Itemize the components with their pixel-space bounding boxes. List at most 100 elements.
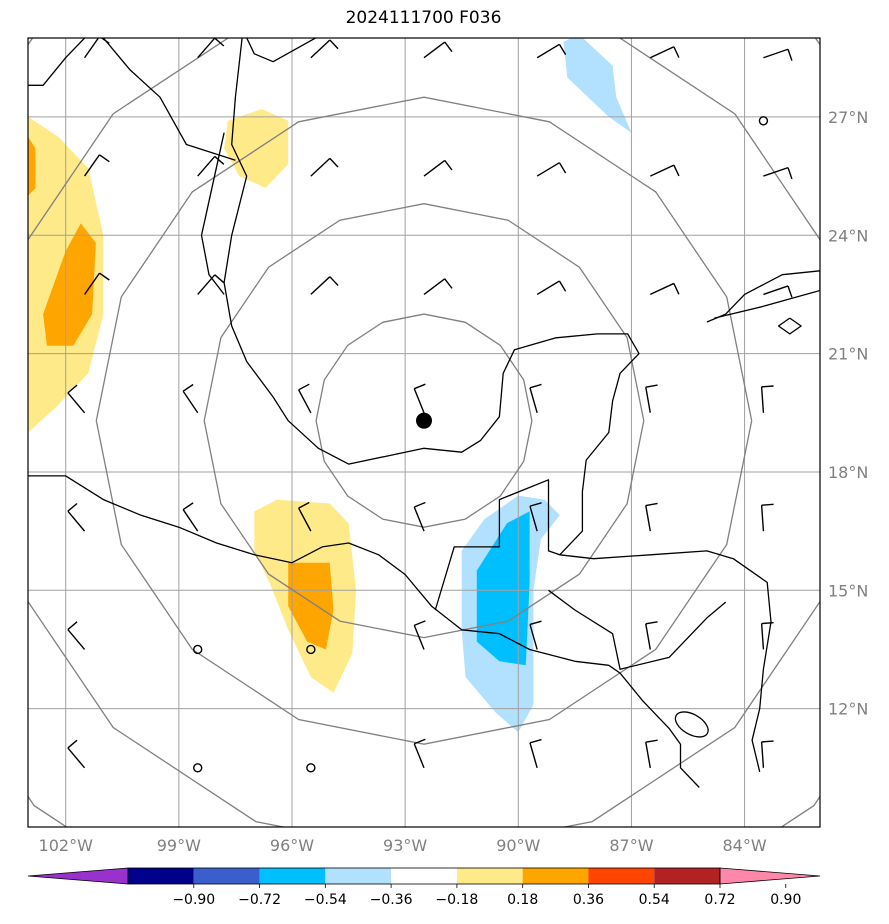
- wind-barb-staff: [645, 742, 651, 768]
- honduras-border: [548, 589, 727, 670]
- mexico-gulf-coast: [223, 38, 640, 465]
- wind-barb-flag: [529, 620, 542, 626]
- storm-center-marker: [416, 412, 432, 429]
- wind-barb-staff: [760, 386, 765, 413]
- colorbar-segment: [456, 868, 523, 884]
- colorbar-segment: [128, 868, 194, 884]
- lon-tick-label: 90°W: [496, 836, 540, 855]
- map-frame: [27, 37, 821, 828]
- shaded-field: [28, 38, 632, 733]
- colorbar-label: 0.54: [639, 892, 670, 908]
- wind-barb-staff: [197, 274, 216, 295]
- wind-barb-staff: [413, 388, 425, 414]
- coastlines: [28, 38, 820, 788]
- wind-barb-staff: [529, 742, 538, 769]
- wind-barb-flag: [444, 278, 453, 289]
- colorbar-outline: [127, 867, 721, 885]
- lat-tick-label: 21°N: [828, 345, 868, 364]
- lon-tick-label: 87°W: [609, 836, 653, 855]
- wind-barb-flag: [444, 160, 453, 171]
- wind-barb-staff: [536, 280, 560, 296]
- positive-area-north: [224, 109, 289, 188]
- pacific-coast: [28, 475, 700, 788]
- wind-barb-staff: [649, 46, 675, 59]
- wind-barb-staff: [83, 272, 101, 295]
- wind-barb-staff: [763, 285, 789, 296]
- wind-barb-flag: [298, 501, 310, 509]
- wind-barb-flag: [214, 38, 225, 47]
- wind-barb-flag: [413, 620, 426, 627]
- cuba-coast: [706, 270, 820, 323]
- colorbar-label: 0.18: [507, 892, 538, 908]
- lat-tick-label: 18°N: [828, 463, 868, 482]
- wind-barb-flag: [761, 385, 774, 388]
- wind-barb-staff: [298, 507, 312, 532]
- mexico-us-border: [102, 38, 236, 161]
- wind-barb-flag: [645, 621, 658, 625]
- wind-barb-flag: [787, 285, 793, 298]
- wind-barb-flag: [100, 38, 110, 44]
- wind-barb-staff: [763, 48, 789, 59]
- colorbar-segment: [588, 868, 655, 884]
- lon-tick-label: 84°W: [722, 836, 766, 855]
- lat-tick-label: 12°N: [828, 700, 868, 719]
- wind-barb-flag: [558, 162, 567, 174]
- wind-barb-flag: [787, 49, 793, 61]
- wind-barb-staff: [529, 624, 538, 650]
- calm-wind-circle: [193, 644, 203, 655]
- calm-wind-circle: [193, 763, 203, 773]
- wind-barb-flag: [645, 502, 658, 507]
- wind-barb-flag: [558, 43, 567, 55]
- latitude-tick-labels: 27°N 24°N 21°N 18°N 15°N 12°N: [828, 108, 868, 719]
- wind-barb-flag: [67, 384, 78, 394]
- wind-barb-flag: [329, 39, 339, 50]
- colorbar-segment: [654, 868, 720, 884]
- colorbar-max-extend: [719, 867, 821, 885]
- baja-coast: [28, 38, 86, 86]
- wind-barb-staff: [83, 38, 100, 59]
- wind-barb-flag: [529, 502, 542, 507]
- belize-honduras-coast: [559, 460, 772, 772]
- range-ring: [28, 38, 820, 827]
- guatemala-border: [434, 479, 561, 611]
- wind-barbs: [67, 38, 793, 773]
- lat-tick-label: 15°N: [828, 581, 868, 600]
- wind-barb-staff: [536, 162, 560, 177]
- colorbar-segment: [391, 868, 457, 884]
- wind-barb-staff: [197, 155, 216, 177]
- wind-barb-flag: [99, 272, 110, 281]
- wind-barb-staff: [529, 505, 538, 532]
- wind-barb-flag: [182, 383, 194, 392]
- wind-barb-staff: [645, 623, 651, 650]
- calm-wind-circle: [306, 644, 316, 655]
- longitude-tick-labels: 102°W 99°W 96°W 93°W 90°W 87°W 84°W: [39, 836, 767, 855]
- wind-barb-staff: [529, 387, 538, 413]
- wind-barb-staff: [67, 510, 86, 532]
- wind-barb-flag: [67, 621, 78, 631]
- lon-tick-label: 102°W: [39, 836, 94, 855]
- positive-core-far-west: [28, 136, 36, 196]
- lon-tick-label: 96°W: [270, 836, 314, 855]
- wind-barb-staff: [645, 387, 651, 413]
- wind-barb-staff: [763, 166, 789, 177]
- wind-barb-staff: [423, 159, 446, 177]
- wind-barb-staff: [413, 506, 425, 532]
- positive-core-south: [288, 562, 334, 650]
- wind-barb-flag: [673, 283, 680, 295]
- wind-barb-staff: [310, 276, 331, 295]
- wind-barb-flag: [761, 740, 774, 743]
- wind-barb-flag: [329, 157, 339, 168]
- wind-barb-staff: [760, 505, 765, 532]
- wind-barb-staff: [182, 390, 199, 414]
- lat-tick-label: 27°N: [828, 108, 868, 127]
- wind-barb-flag: [298, 383, 310, 391]
- wind-barb-flag: [214, 274, 225, 284]
- wind-barb-flag: [67, 739, 78, 749]
- tamaulipas-border: [200, 132, 225, 295]
- colorbar-label: −0.54: [304, 892, 347, 908]
- colorbar-label: −0.72: [238, 892, 281, 908]
- isla-juventud: [777, 317, 802, 335]
- wind-barb-flag: [413, 501, 426, 508]
